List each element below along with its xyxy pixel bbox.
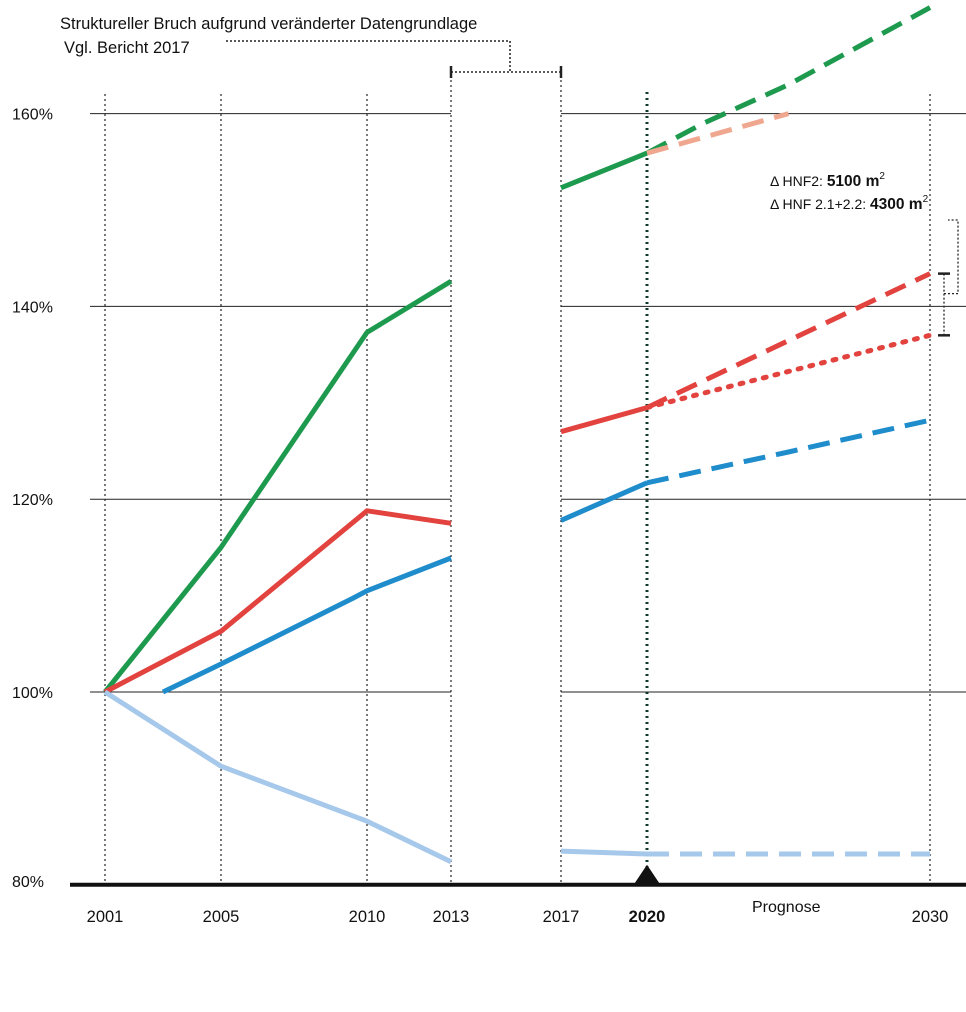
series-line xyxy=(646,111,790,156)
x-tick-label: 2017 xyxy=(543,908,580,926)
current-year-marker xyxy=(633,864,661,886)
break-note-line2: Vgl. Bericht 2017 xyxy=(64,39,190,57)
axes: 80% 100% 120% 140% 160% 2001 2005 2010 2013 2017 2… xyxy=(12,107,966,926)
x-tick-label: 2010 xyxy=(349,908,386,926)
series-line xyxy=(103,508,452,695)
series-line xyxy=(560,405,648,435)
series-line xyxy=(646,417,931,486)
series-line xyxy=(645,5,932,156)
y-tick-label: 100% xyxy=(12,685,53,702)
delta-label-prefix: Δ HNF 2.1+2.2: xyxy=(770,196,870,212)
y-tick-label: 160% xyxy=(12,107,53,124)
y-tick-label: 120% xyxy=(12,492,53,509)
series-line xyxy=(559,480,649,523)
prognose-label: Prognose xyxy=(752,899,821,916)
delta-label: Δ HNF2: 5100 m2 xyxy=(770,171,885,190)
grid xyxy=(90,75,966,884)
series-line xyxy=(103,279,453,694)
series-line xyxy=(103,689,453,864)
y-tick-label: 80% xyxy=(12,874,44,891)
x-tick-label: 2020 xyxy=(629,908,666,926)
delta-label-value: 5100 m xyxy=(827,173,880,190)
x-tick-label: 2005 xyxy=(203,908,240,926)
x-tick-label: 2001 xyxy=(87,908,124,926)
series-line xyxy=(644,332,933,411)
delta-label: Δ HNF 2.1+2.2: 4300 m2 xyxy=(770,194,929,213)
series-line xyxy=(560,848,648,857)
delta-label-value: 4300 m xyxy=(870,196,923,213)
delta-label-unit-sup: 2 xyxy=(923,194,929,205)
series-line xyxy=(645,271,932,410)
y-tick-label: 140% xyxy=(12,299,53,316)
break-note-line1: Struktureller Bruch aufgrund veränderter… xyxy=(60,15,477,33)
x-tick-label: 2030 xyxy=(912,908,949,926)
series-line xyxy=(161,555,452,695)
delta-label-unit-sup: 2 xyxy=(879,171,885,182)
series-group xyxy=(103,5,933,864)
x-tick-label: 2013 xyxy=(433,908,470,926)
delta-label-prefix: Δ HNF2: xyxy=(770,173,827,189)
annotations: Struktureller Bruch aufgrund veränderter… xyxy=(60,15,959,916)
series-line xyxy=(560,150,648,191)
break-leader xyxy=(226,40,511,72)
delta-leader xyxy=(944,219,959,295)
